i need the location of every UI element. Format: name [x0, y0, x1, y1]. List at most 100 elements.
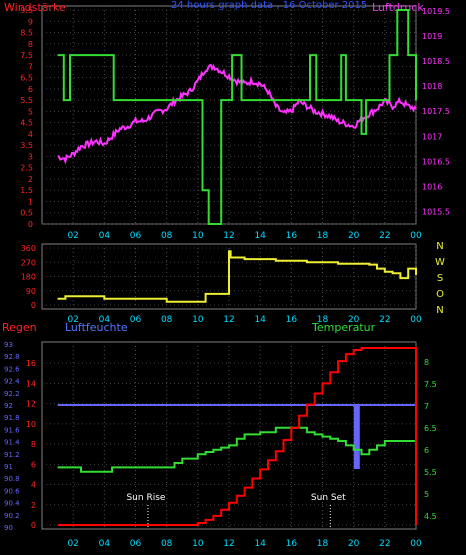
wind-tick-label: 7.5	[20, 51, 33, 60]
x-tick-label: 04	[99, 315, 111, 325]
wind-pressure-x-tick-labels: 02 04 06 08 10 12 14 16 18 20 22 00 02 04 06 08 10 12 14 16…	[67, 231, 422, 325]
x-tick-label: 10	[192, 315, 204, 325]
humidity-tick-label: 90.2	[4, 512, 20, 520]
x-tick-label: 08	[161, 539, 173, 549]
humidity-tick-label: 92.2	[4, 390, 20, 398]
wind-tick-label: 0.5	[20, 209, 33, 218]
x-tick-label: 16	[286, 539, 298, 549]
wind-tick-label: 6	[28, 85, 33, 94]
x-tick-label: 20	[348, 539, 360, 549]
humidity-tick-label: 91.4	[4, 439, 20, 447]
humidity-tick-label: 91.2	[4, 451, 20, 459]
humidity-tick-label: 92	[4, 402, 13, 410]
humidity-tick-label: 92.6	[4, 365, 20, 373]
pressure-tick-labels: 1015.5 1016 1016.5 1017 1017.5 1018 1018.5 1019…	[422, 7, 450, 216]
humidity-axis-label: Luftfeuchte	[65, 321, 128, 334]
x-tick-label: 02	[67, 231, 78, 241]
x-tick-label: 10	[192, 539, 204, 549]
compass-label: N	[436, 241, 443, 252]
x-tick-label: 08	[161, 231, 173, 241]
wind-tick-label: 3	[28, 152, 33, 161]
x-tick-label: 12	[223, 315, 234, 325]
humidity-tick-label: 91	[4, 463, 13, 471]
x-tick-label: 18	[317, 539, 329, 549]
x-tick-label: 12	[223, 539, 234, 549]
chart-title: 24 hours graph data , 16 October 2015	[171, 0, 367, 11]
wind-tick-label: 5	[28, 107, 33, 116]
x-tick-label: 12	[223, 231, 234, 241]
temperature-tick-label: 6.5	[424, 424, 437, 433]
temperature-tick-label: 6	[424, 446, 429, 455]
x-tick-label: 18	[317, 315, 329, 325]
direction-tick-labels: 0 90 180 270 360	[21, 244, 36, 310]
temperature-tick-label: 5	[424, 490, 429, 499]
x-tick-label: 02	[67, 315, 78, 325]
rain-temperature-x-tick-labels: 02 04 06 08 10 12 14 16 18 20 22 00	[67, 539, 422, 549]
x-tick-label: 06	[130, 315, 142, 325]
wind-tick-label: 5.5	[20, 96, 33, 105]
humidity-tick-label: 92.4	[4, 378, 20, 386]
humidity-tick-label: 91.6	[4, 426, 20, 434]
humidity-tick-label: 90.8	[4, 475, 20, 483]
pressure-tick-label: 1019	[422, 32, 442, 41]
pressure-tick-label: 1016	[422, 182, 442, 191]
wind-tick-label: 2	[28, 175, 33, 184]
compass-label: W	[435, 257, 445, 268]
humidity-tick-label: 90.6	[4, 487, 20, 495]
x-tick-label: 20	[348, 315, 360, 325]
temperature-tick-label: 8	[424, 358, 429, 367]
x-tick-label: 06	[130, 539, 142, 549]
x-tick-label: 18	[317, 231, 329, 241]
sun-annotations: Sun Rise Sun Set	[126, 493, 346, 529]
temperature-tick-label: 7.5	[424, 380, 437, 389]
direction-tick-label: 90	[26, 287, 36, 296]
direction-tick-label: 180	[21, 273, 36, 282]
rain-tick-labels: 0 2 4 6 8 10 12 14 16	[26, 359, 36, 530]
temperature-series-line	[57, 426, 416, 473]
pressure-tick-label: 1016.5	[422, 157, 450, 166]
humidity-tick-label: 90.4	[4, 500, 20, 508]
x-tick-label: 10	[192, 231, 204, 241]
direction-tick-label: 0	[31, 301, 36, 310]
x-tick-label: 14	[254, 539, 266, 549]
x-tick-label: 20	[348, 231, 360, 241]
pressure-tick-label: 1017	[422, 132, 442, 141]
x-tick-label: 04	[99, 539, 111, 549]
wind-tick-label: 8.5	[20, 29, 33, 38]
temperature-tick-label: 5.5	[424, 468, 437, 477]
humidity-drop-marker	[353, 405, 360, 470]
wind-tick-labels: 0 0.5 1 1.5 2 2.5 3 3.5 4 4.5 5 5.5 6 6.5 7 7.5 8 8.5 9 9.5	[20, 6, 33, 229]
x-tick-label: 22	[379, 231, 390, 241]
x-tick-label: 22	[379, 539, 390, 549]
temperature-tick-label: 4.5	[424, 512, 437, 521]
rain-tick-label: 12	[26, 400, 36, 409]
x-tick-label: 00	[410, 231, 422, 241]
pressure-tick-label: 1015.5	[422, 207, 450, 216]
direction-tick-label: 270	[21, 258, 36, 267]
humidity-tick-label: 90	[4, 524, 13, 532]
wind-axis-label: Windstärke	[4, 1, 66, 14]
sunrise-label: Sun Rise	[126, 493, 165, 503]
wind-direction-series-line	[57, 250, 417, 303]
rain-tick-label: 2	[31, 501, 36, 510]
wind-series-line	[57, 9, 417, 225]
compass-label: S	[437, 273, 443, 284]
x-tick-label: 00	[410, 539, 422, 549]
humidity-tick-labels: 90 90.2 90.4 90.6 90.8 91 91.2 91.4 91.6 91.8 92 92…	[4, 341, 20, 532]
wind-tick-label: 4.5	[20, 119, 33, 128]
humidity-tick-label: 93	[4, 341, 13, 349]
pressure-tick-label: 1019.5	[422, 7, 450, 16]
wind-tick-label: 6.5	[20, 74, 33, 83]
x-tick-label: 16	[286, 315, 298, 325]
pressure-tick-label: 1018	[422, 82, 442, 91]
rain-series-line	[57, 347, 417, 526]
wind-tick-label: 2.5	[20, 164, 33, 173]
wind-tick-label: 8	[28, 40, 33, 49]
x-tick-label: 04	[99, 231, 111, 241]
wind-tick-label: 7	[28, 62, 33, 71]
humidity-tick-label: 91.8	[4, 414, 20, 422]
sunset-label: Sun Set	[311, 493, 346, 503]
x-tick-label: 00	[410, 315, 422, 325]
